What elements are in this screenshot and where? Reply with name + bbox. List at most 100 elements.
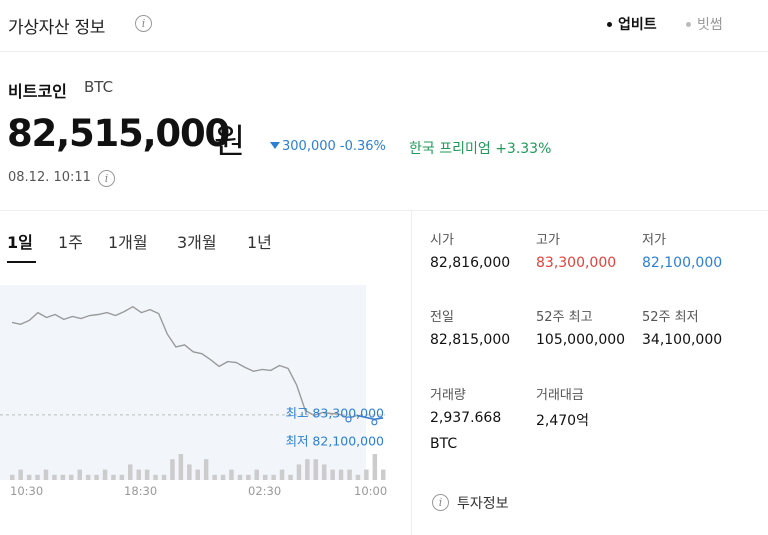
info-header: 가상자산 정보 i 업비트 빗썸 xyxy=(0,0,768,52)
stat-low-label: 저가 xyxy=(642,233,666,248)
price-change-text: 300,000 -0.36% xyxy=(282,139,386,154)
coin-name: 비트코인 xyxy=(8,82,67,101)
volume-bar xyxy=(94,474,99,480)
exchange-tab-bithumb[interactable]: 빗썸 xyxy=(686,14,723,34)
divider-vertical xyxy=(411,211,412,535)
volume-bar xyxy=(35,474,40,480)
exchange-tab-upbit[interactable]: 업비트 xyxy=(607,14,657,34)
volume-bar xyxy=(212,474,217,480)
volume-bar xyxy=(237,474,243,480)
volume-bar xyxy=(43,469,49,480)
low-price-label: 최저 82,100,000 xyxy=(285,433,384,448)
volume-bar xyxy=(18,469,23,480)
info-icon[interactable]: i xyxy=(135,15,152,32)
volume-bar xyxy=(153,474,158,480)
volume-bar xyxy=(364,469,369,480)
recent-price-line xyxy=(356,414,384,421)
volume-bar xyxy=(288,474,293,480)
volume-bar xyxy=(381,469,386,480)
tab-1year[interactable]: 1년 xyxy=(247,233,272,252)
timestamp: 08.12. 10:11 xyxy=(8,170,91,185)
volume-bar xyxy=(187,464,192,480)
volume-bar xyxy=(77,469,82,480)
timestamp-info-icon[interactable]: i xyxy=(98,170,115,187)
volume-bar xyxy=(178,454,184,480)
active-tab-underline xyxy=(7,261,36,263)
x-tick-label: 02:30 xyxy=(248,484,281,498)
chart-labels: 최고 83,300,000 최저 82,100,000 xyxy=(285,405,384,448)
volume-bar xyxy=(229,469,234,480)
stat-volume-unit: BTC xyxy=(430,436,458,452)
volume-bar xyxy=(263,474,268,480)
stat-amount-label: 거래대금 xyxy=(536,388,584,403)
invest-info-link[interactable]: 투자정보 xyxy=(457,496,509,512)
stat-prev-value: 82,815,000 xyxy=(430,332,511,348)
stat-52w-low-label: 52주 최저 xyxy=(642,310,699,325)
down-triangle-icon xyxy=(270,142,280,149)
volume-bar xyxy=(246,474,251,480)
stat-open-label: 시가 xyxy=(430,233,454,248)
volume-bars xyxy=(10,454,386,480)
x-tick-label: 18:30 xyxy=(124,484,157,498)
premium-label: 한국 프리미엄 xyxy=(409,141,491,157)
volume-bar xyxy=(279,469,285,480)
volume-bar xyxy=(254,469,259,480)
stat-high-label: 고가 xyxy=(536,233,560,248)
volume-bar xyxy=(136,469,141,480)
volume-bar xyxy=(347,469,352,480)
coin-ticker: BTC xyxy=(84,78,114,96)
volume-bar xyxy=(170,459,175,480)
high-price-label: 최고 83,300,000 xyxy=(285,405,384,420)
price-unit: 원 xyxy=(214,122,246,162)
premium-value: +3.33% xyxy=(495,141,552,157)
volume-bar xyxy=(10,474,15,480)
volume-bar xyxy=(372,454,378,480)
stat-amount-value: 2,470억 xyxy=(536,413,589,429)
high-marker xyxy=(345,416,352,423)
stat-52w-low-value: 34,100,000 xyxy=(642,332,723,348)
x-tick-label: 10:30 xyxy=(10,484,43,498)
volume-bar xyxy=(330,469,335,480)
tab-1month[interactable]: 1개월 xyxy=(108,233,148,252)
inactive-dot-icon xyxy=(686,21,691,27)
active-dot-icon xyxy=(607,21,612,27)
volume-bar xyxy=(313,459,318,480)
volume-bar xyxy=(60,474,66,480)
exchange-tab-label: 업비트 xyxy=(618,17,657,33)
stat-low-value: 82,100,000 xyxy=(642,255,723,271)
volume-bar xyxy=(26,474,32,480)
price-chart[interactable]: 최고 83,300,000 최저 82,100,000 10:30 18:30 02:… xyxy=(0,285,400,500)
volume-bar xyxy=(195,469,200,480)
current-price: 82,515,000 xyxy=(7,112,230,155)
stat-52w-high-label: 52주 최고 xyxy=(536,310,593,325)
volume-bar xyxy=(85,474,91,480)
low-marker xyxy=(371,419,378,426)
volume-bar xyxy=(220,474,226,480)
volume-bar xyxy=(102,469,108,480)
price-change: 300,000 -0.36% xyxy=(270,139,386,154)
tab-1day[interactable]: 1일 xyxy=(7,233,33,252)
volume-bar xyxy=(69,474,74,480)
stat-high-value: 83,300,000 xyxy=(536,255,617,271)
volume-bar xyxy=(355,474,361,480)
exchange-tab-label: 빗썸 xyxy=(697,17,723,33)
x-tick-label: 10:00 xyxy=(354,484,387,498)
price-line xyxy=(0,305,385,426)
volume-bar xyxy=(161,474,167,480)
stat-volume-value: 2,937.668 xyxy=(430,410,502,426)
volume-bar xyxy=(119,474,125,480)
invest-info-icon[interactable]: i xyxy=(432,494,449,511)
tab-1week[interactable]: 1주 xyxy=(58,233,83,252)
tab-3months[interactable]: 3개월 xyxy=(177,233,217,252)
x-axis-ticks: 10:30 18:30 02:30 10:00 xyxy=(10,484,387,498)
volume-bar xyxy=(338,469,344,480)
price-series-line xyxy=(11,305,384,421)
stat-open-value: 82,816,000 xyxy=(430,255,511,271)
korea-premium: 한국 프리미엄 +3.33% xyxy=(409,138,551,158)
divider xyxy=(0,210,768,211)
section-title: 가상자산 정보 xyxy=(8,18,106,38)
stat-prev-label: 전일 xyxy=(430,310,454,325)
volume-bar xyxy=(111,474,116,480)
volume-bar xyxy=(203,459,209,480)
stat-volume-label: 거래량 xyxy=(430,388,466,403)
